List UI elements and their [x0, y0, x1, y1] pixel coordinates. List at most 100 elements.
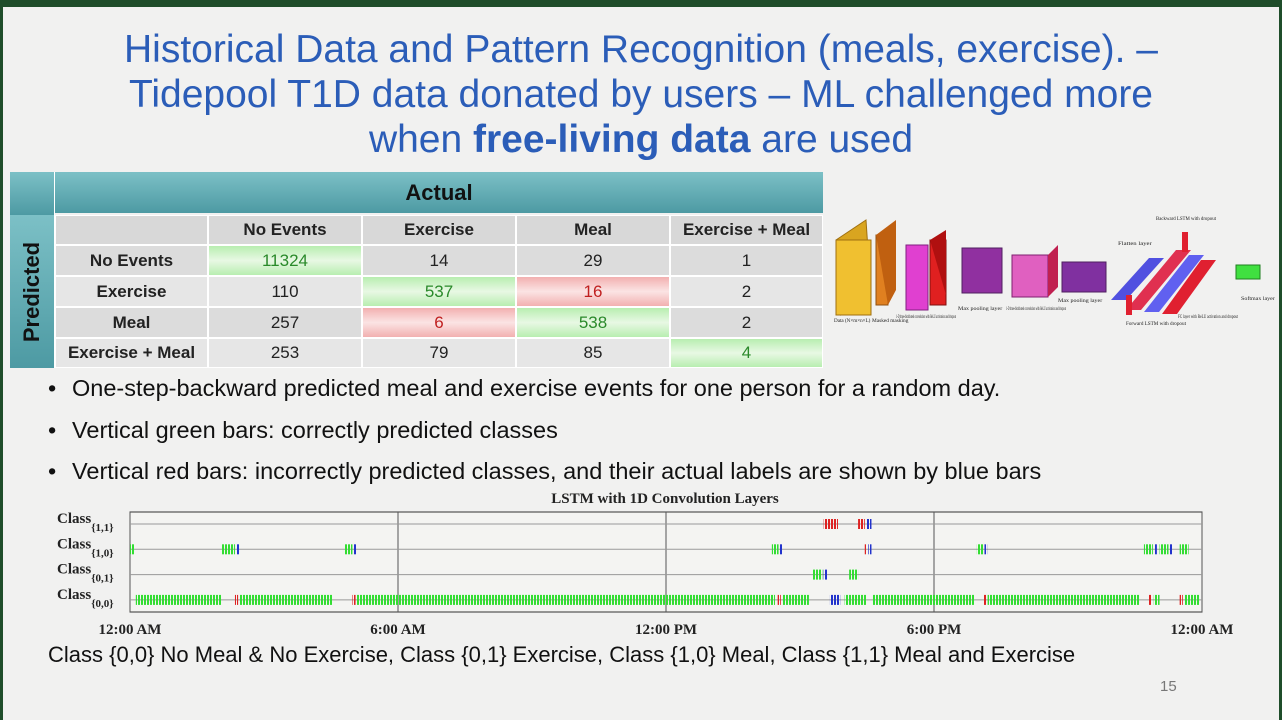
- event-segment: [1153, 594, 1160, 605]
- class-label: Class: [57, 587, 91, 603]
- table-cell: 2: [670, 307, 823, 338]
- predicted-header: Predicted: [10, 215, 55, 368]
- column-header: Exercise + Meal: [670, 215, 823, 245]
- bullet: • One-step-backward predicted meal and ex…: [48, 375, 1000, 402]
- event-segment: [782, 594, 809, 605]
- x-tick-label: 12:00 AM: [99, 622, 162, 638]
- event-segment: [872, 594, 975, 605]
- network-label: 1-D time-distributed convolution with Re…: [1006, 306, 1066, 312]
- class-label: Class: [57, 511, 91, 527]
- table-cell: 85: [516, 338, 670, 368]
- event-segment: [130, 544, 135, 555]
- table-cell: 14: [362, 245, 516, 276]
- event-segment: [984, 544, 988, 555]
- event-segment: [352, 594, 356, 605]
- predicted-text: Predicted: [19, 241, 45, 342]
- event-chart: LSTM with 1D Convolution Layers 12:00 AM…: [57, 491, 1234, 638]
- column-header: Meal: [516, 215, 670, 245]
- event-segment: [771, 544, 779, 555]
- row-header: Exercise + Meal: [55, 338, 208, 368]
- event-segment: [344, 544, 353, 555]
- class-label: Class: [57, 536, 91, 552]
- bullet-text: One-step-backward predicted meal and exe…: [72, 375, 1001, 401]
- table-cell: 29: [516, 245, 670, 276]
- table-cell: 1: [670, 245, 823, 276]
- event-segment: [353, 544, 357, 555]
- bullet-dot: •: [48, 417, 57, 443]
- event-segment: [239, 594, 333, 605]
- class-subscript: {0,1}: [91, 573, 113, 585]
- table-cell: 538: [516, 307, 670, 338]
- event-segment: [1179, 594, 1183, 605]
- x-tick-label: 6:00 PM: [907, 622, 962, 638]
- event-segment: [976, 544, 984, 555]
- event-segment: [829, 594, 841, 605]
- network-label: Softmax layer: [1241, 295, 1275, 302]
- title-line: Tidepool T1D data donated by users – ML …: [128, 73, 1154, 116]
- event-segment: [356, 594, 775, 605]
- event-segment: [866, 519, 872, 529]
- table-cell: 4: [670, 338, 823, 368]
- event-segment: [777, 594, 781, 605]
- event-segment: [135, 594, 222, 605]
- x-tick-label: 12:00 AM: [1171, 622, 1234, 638]
- row-header: Meal: [55, 307, 208, 338]
- event-segment: [222, 544, 235, 555]
- event-segment: [1154, 544, 1157, 555]
- bullet-text: Vertical green bars: correctly predicted…: [72, 417, 558, 443]
- y-tick-label: Class{0,1}: [57, 562, 114, 585]
- table-cell: 11324: [208, 245, 362, 276]
- column-header: No Events: [208, 215, 362, 245]
- event-segment: [1169, 544, 1173, 555]
- table-cell: 253: [208, 338, 362, 368]
- y-tick-label: Class{1,1}: [57, 511, 114, 534]
- event-segment: [234, 594, 239, 605]
- event-segment: [1159, 544, 1169, 555]
- event-segment: [868, 544, 872, 555]
- event-segment: [858, 519, 865, 529]
- network-label: Masked masking: [872, 318, 909, 324]
- network-label: 1-D time-distributed convolution with Re…: [896, 314, 956, 320]
- event-segment: [849, 569, 859, 580]
- network-label: Backward LSTM with dropout: [1156, 216, 1216, 222]
- row-header: Exercise: [55, 276, 208, 307]
- network-label: FC layer with ReLU activation and dropou…: [1178, 314, 1238, 320]
- event-segment: [1148, 594, 1152, 605]
- title-line: Historical Data and Pattern Recognition …: [124, 28, 1158, 71]
- network-label: Forward LSTM with dropout: [1126, 321, 1186, 327]
- event-segment: [983, 594, 987, 605]
- network-label: Data (N×m×n×L): [834, 317, 871, 324]
- table-cell: 110: [208, 276, 362, 307]
- table-cell: 2: [670, 276, 823, 307]
- confusion-table: Actual Predicted No Events Exercise Meal Exer…: [10, 172, 823, 368]
- title-text: are used: [761, 118, 914, 161]
- network-label: Flatten layer: [1118, 241, 1152, 247]
- corner: [10, 172, 55, 215]
- title-line: when free-living data are used: [0, 118, 1282, 162]
- page-number: 15: [1160, 678, 1177, 695]
- event-segment: [779, 544, 783, 555]
- event-segment: [1184, 594, 1200, 605]
- event-segment: [1179, 544, 1189, 555]
- header-cell: [55, 215, 208, 245]
- class-label: Class: [57, 562, 91, 578]
- y-tick-label: Class{0,0}: [57, 587, 114, 610]
- event-segment: [844, 594, 867, 605]
- bullet-text: Vertical red bars: incorrectly predicted…: [72, 458, 1042, 484]
- x-tick-label: 12:00 PM: [635, 622, 697, 638]
- network-label: Max pooling layer: [958, 306, 1002, 312]
- bullet-dot: •: [48, 375, 57, 401]
- class-subscript: {1,0}: [91, 547, 113, 559]
- event-segment: [987, 594, 1140, 605]
- table-cell: 79: [362, 338, 516, 368]
- title-text: when: [368, 118, 463, 161]
- network-label: Max pooling layer: [1058, 298, 1102, 304]
- event-segment: [812, 569, 823, 580]
- class-subscript: {0,0}: [91, 598, 113, 610]
- event-segment: [823, 569, 828, 580]
- table-cell: 16: [516, 276, 670, 307]
- bullet: • Vertical green bars: correctly predicte…: [48, 417, 558, 444]
- chart-title: LSTM with 1D Convolution Layers: [551, 491, 779, 507]
